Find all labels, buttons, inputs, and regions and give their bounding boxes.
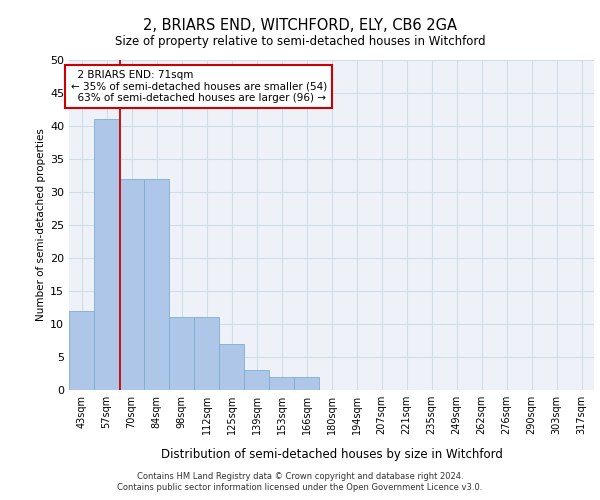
Bar — [119, 179, 144, 390]
Text: 2, BRIARS END, WITCHFORD, ELY, CB6 2GA: 2, BRIARS END, WITCHFORD, ELY, CB6 2GA — [143, 18, 457, 32]
Bar — [94, 120, 119, 390]
Text: Size of property relative to semi-detached houses in Witchford: Size of property relative to semi-detach… — [115, 35, 485, 48]
Bar — [69, 311, 94, 390]
Bar — [144, 179, 169, 390]
Text: Contains public sector information licensed under the Open Government Licence v3: Contains public sector information licen… — [118, 484, 482, 492]
Bar — [269, 377, 294, 390]
Bar — [169, 318, 194, 390]
Text: Contains HM Land Registry data © Crown copyright and database right 2024.: Contains HM Land Registry data © Crown c… — [137, 472, 463, 481]
Bar — [244, 370, 269, 390]
Bar — [219, 344, 244, 390]
Text: 2 BRIARS END: 71sqm
← 35% of semi-detached houses are smaller (54)
  63% of semi: 2 BRIARS END: 71sqm ← 35% of semi-detach… — [71, 70, 327, 103]
Bar — [194, 318, 219, 390]
X-axis label: Distribution of semi-detached houses by size in Witchford: Distribution of semi-detached houses by … — [161, 448, 502, 461]
Bar — [294, 377, 319, 390]
Y-axis label: Number of semi-detached properties: Number of semi-detached properties — [36, 128, 46, 322]
